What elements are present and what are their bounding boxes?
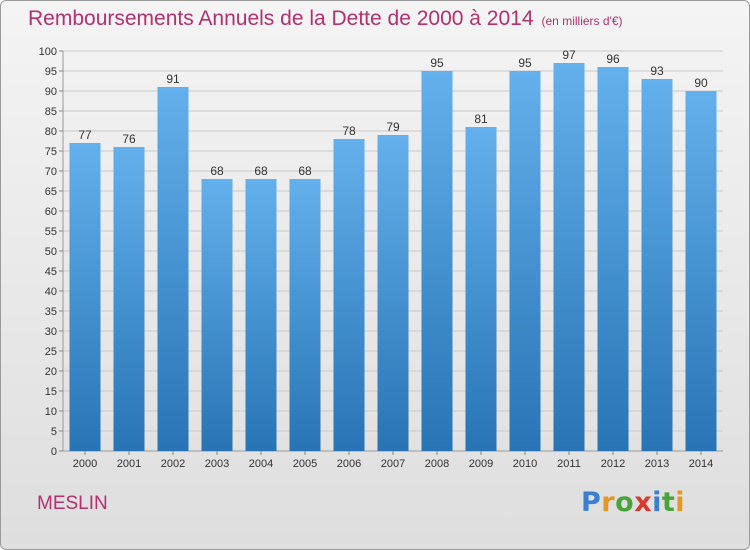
bar [641, 79, 673, 451]
proxiti-logo: Proxiti [581, 487, 685, 518]
bar [421, 71, 453, 451]
y-tick-label: 70 [45, 166, 57, 178]
x-tick-label: 2002 [161, 458, 185, 470]
y-tick-label: 50 [45, 246, 57, 258]
logo-letter: t [661, 487, 676, 518]
bar [333, 139, 365, 451]
data-label: 95 [518, 56, 532, 70]
x-tick-label: 2009 [469, 458, 493, 470]
y-tick-label: 25 [45, 346, 57, 358]
bar [377, 135, 409, 451]
data-label: 68 [254, 164, 268, 178]
logo-letter: i [652, 487, 662, 518]
data-label: 68 [210, 164, 224, 178]
x-tick-label: 2010 [513, 458, 537, 470]
x-tick-label: 2003 [205, 458, 229, 470]
data-label: 96 [606, 52, 620, 66]
y-tick-label: 0 [51, 446, 57, 458]
bar [597, 67, 629, 451]
data-labels: 77 76 91 68 68 68 78 79 95 81 95 97 96 93 90 [78, 48, 708, 178]
logo-letter: o [615, 487, 635, 518]
bars [69, 63, 717, 451]
data-label: 95 [430, 56, 444, 70]
data-label: 78 [342, 124, 356, 138]
x-tick-label: 2006 [337, 458, 361, 470]
y-tick-label: 90 [45, 86, 57, 98]
y-tick-label: 100 [39, 46, 57, 58]
y-tick-label: 95 [45, 66, 57, 78]
y-tick-label: 35 [45, 306, 57, 318]
bar [69, 143, 101, 451]
y-tick-label: 10 [45, 406, 57, 418]
bar [289, 179, 321, 451]
bar [465, 127, 497, 451]
data-label: 79 [386, 120, 400, 134]
y-tick-label: 45 [45, 266, 57, 278]
x-tick-label: 2007 [381, 458, 405, 470]
x-axis-ticks: 2000 2001 2002 2003 2004 2005 2006 2007 2008 2009… [73, 451, 713, 470]
y-tick-label: 15 [45, 386, 57, 398]
bar [113, 147, 145, 451]
y-tick-label: 20 [45, 366, 57, 378]
x-tick-label: 2013 [645, 458, 669, 470]
y-tick-label: 40 [45, 286, 57, 298]
data-label: 76 [122, 132, 136, 146]
y-tick-label: 60 [45, 206, 57, 218]
y-tick-label: 80 [45, 126, 57, 138]
y-tick-label: 30 [45, 326, 57, 338]
commune-name: MESLIN [37, 493, 108, 514]
logo-letter: x [634, 487, 653, 518]
bar [201, 179, 233, 451]
data-label: 91 [166, 72, 180, 86]
data-label: 93 [650, 64, 664, 78]
data-label: 81 [474, 112, 488, 126]
x-tick-label: 2014 [689, 458, 713, 470]
bar [245, 179, 277, 451]
x-tick-label: 2012 [601, 458, 625, 470]
data-label: 90 [694, 76, 708, 90]
x-tick-label: 2004 [249, 458, 273, 470]
x-tick-label: 2008 [425, 458, 449, 470]
x-tick-label: 2005 [293, 458, 317, 470]
logo-letter: r [601, 487, 616, 518]
chart-unit: (en milliers d'€) [541, 14, 623, 28]
y-tick-label: 75 [45, 146, 57, 158]
title-row: Remboursements Annuels de la Dette de 20… [28, 7, 623, 31]
data-label: 77 [78, 128, 92, 142]
x-tick-label: 2011 [557, 458, 581, 470]
data-label: 68 [298, 164, 312, 178]
y-tick-label: 65 [45, 186, 57, 198]
y-tick-label: 85 [45, 106, 57, 118]
bar [509, 71, 541, 451]
logo-letter: i [675, 487, 686, 518]
y-tick-label: 5 [51, 426, 57, 438]
y-tick-label: 55 [45, 226, 57, 238]
x-tick-label: 2000 [73, 458, 97, 470]
bar [685, 91, 717, 451]
y-axis-ticks: 0 5 10 15 20 25 30 35 40 45 50 55 60 65 70 75 80 85 90 95 10… [39, 46, 63, 458]
data-label: 97 [562, 48, 576, 62]
bar [553, 63, 585, 451]
chart-title: Remboursements Annuels de la Dette de 20… [28, 7, 534, 30]
logo-letter: P [581, 487, 602, 518]
x-tick-label: 2001 [117, 458, 141, 470]
bar [157, 87, 189, 451]
